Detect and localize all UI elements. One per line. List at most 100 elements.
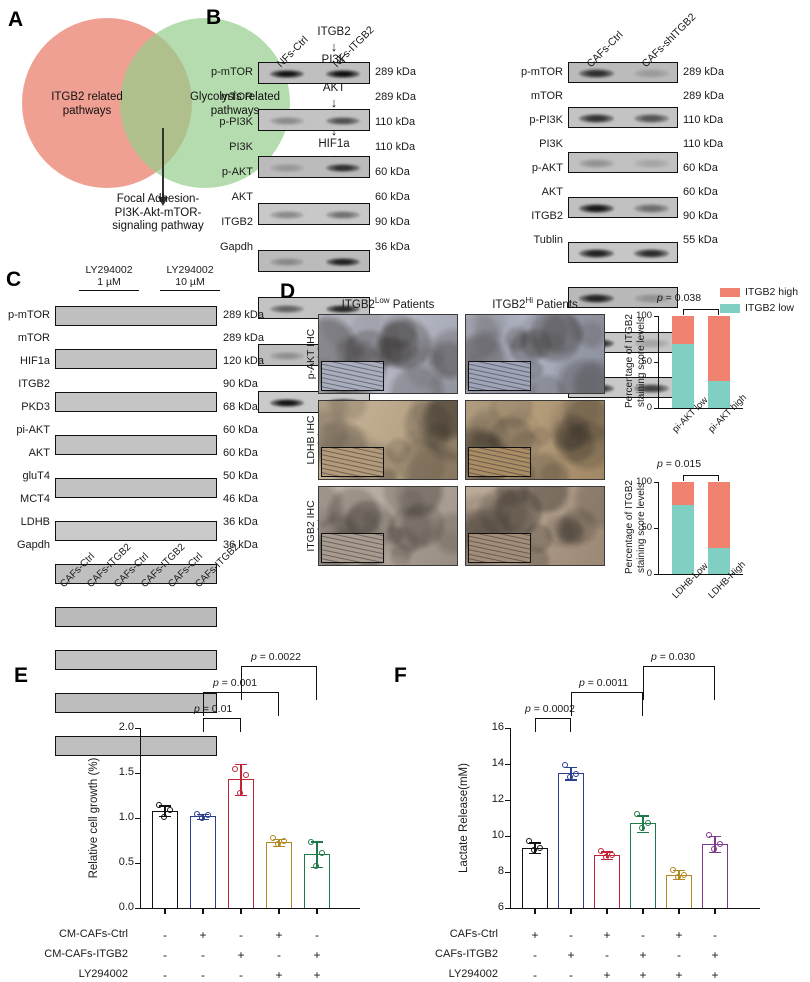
stacked-bar — [672, 316, 694, 408]
panel-c: C p-mTOR 289 kDa mTOR 289 kDa HIF1a 120 kDa IT… — [0, 258, 290, 628]
bar — [228, 779, 254, 908]
error-bar-cap-bottom — [709, 852, 721, 853]
error-bar-cap-bottom — [529, 853, 541, 854]
blot-band — [326, 117, 361, 126]
ihc-inset-magnified — [468, 533, 531, 563]
panel-f-letter: F — [394, 664, 407, 688]
condition-value: - — [600, 948, 614, 962]
blot-band — [579, 249, 613, 257]
data-point — [639, 825, 645, 831]
condition-value: - — [234, 928, 248, 942]
ihc-column-title: ITGB2Hi Patients — [465, 296, 605, 311]
data-point — [711, 846, 717, 852]
blot-protein-label: p-mTOR — [0, 310, 50, 321]
blot-band — [634, 159, 668, 167]
blot-kda-label: 90 kDa — [223, 379, 258, 390]
data-point — [270, 835, 276, 841]
data-point — [308, 839, 314, 845]
condition-value: + — [564, 948, 578, 962]
blot-band — [326, 258, 361, 267]
ihc-column-title: ITGB2Low Patients — [318, 296, 458, 311]
ihc-image — [465, 400, 605, 480]
chart-y-tick — [135, 908, 140, 909]
data-point — [199, 815, 205, 821]
bar — [558, 773, 584, 908]
condition-value: + — [672, 928, 686, 942]
stacked-bar-segment-low — [708, 381, 730, 408]
panel-a-letter: A — [8, 8, 23, 32]
blot-protein-label: p-mTOR — [201, 67, 253, 78]
blot-kda-label: 289 kDa — [375, 67, 416, 78]
stacked-bar-segment-high — [672, 316, 694, 344]
ihc-image — [465, 314, 605, 394]
ihc-image — [318, 486, 458, 566]
chart-y-tick — [654, 482, 658, 483]
ly294002-underline — [160, 290, 220, 291]
chart-y-tick — [135, 818, 140, 819]
condition-value: - — [234, 968, 248, 982]
chart-y-axis-label-line-2: staining score levels — [636, 316, 648, 408]
ly294002-dose: 10 µM — [157, 276, 223, 288]
significance-bracket — [241, 666, 317, 700]
blot-protein-label: gluT4 — [0, 471, 50, 482]
ihc-column-title-main: ITGB2 — [492, 299, 525, 311]
blot-band — [634, 204, 668, 212]
chart-x-axis — [140, 908, 360, 909]
chart-x-tick — [240, 908, 241, 914]
chart-x-tick — [678, 908, 679, 914]
chart-x-tick — [606, 908, 607, 914]
condition-value: - — [672, 948, 686, 962]
panel-d: D ITGB2Low Patients ITGB2Hi Patients p-AKT… — [280, 280, 810, 630]
chart-y-axis — [658, 316, 659, 408]
panel-e-letter: E — [14, 664, 28, 688]
chart-y-ticklabel: 10 — [466, 829, 504, 841]
blot-gel-row — [568, 62, 678, 83]
blot-band — [579, 69, 613, 77]
chart-y-axis — [510, 728, 511, 908]
blot-kda-label: 110 kDa — [375, 117, 415, 128]
blot-band — [270, 117, 305, 126]
blot-gel-row — [568, 107, 678, 128]
blot-protein-label: p-PI3K — [201, 117, 253, 128]
condition-value: - — [196, 968, 210, 982]
p-value-label: p = 0.038 — [657, 292, 701, 304]
ly294002-underline — [79, 290, 139, 291]
stacked-bar-segment-high — [708, 482, 730, 548]
blot-kda-label: 289 kDa — [223, 310, 264, 321]
data-point — [537, 845, 543, 851]
chart-y-ticklabel: 14 — [466, 757, 504, 769]
ihc-image — [318, 314, 458, 394]
condition-value: + — [600, 968, 614, 982]
blot-kda-label: 289 kDa — [223, 333, 264, 344]
ly294002-header: LY294002 10 µM — [157, 264, 223, 288]
data-point — [167, 807, 173, 813]
condition-value: - — [564, 928, 578, 942]
chart-y-ticklabel: 1.0 — [96, 811, 134, 823]
blot-gel-row — [55, 521, 217, 541]
blot-protein-label: mTOR — [201, 92, 253, 103]
venn-label-left: ITGB2 related pathways — [32, 90, 142, 118]
p-value-label: p = 0.0002 — [525, 703, 575, 715]
bar — [266, 842, 292, 908]
bar — [702, 844, 728, 908]
blot-kda-label: 68 kDa — [223, 402, 258, 413]
error-bar-cap-top — [235, 764, 247, 765]
blot-kda-label: 36 kDa — [223, 517, 258, 528]
chart-y-ticklabel: 8 — [466, 865, 504, 877]
condition-value: - — [158, 948, 172, 962]
blot-kda-label: 46 kDa — [223, 494, 258, 505]
condition-value: + — [272, 968, 286, 982]
condition-value: - — [564, 968, 578, 982]
chart-y-axis-label-line-2: staining score levels — [636, 482, 648, 574]
blot-protein-label: p-AKT — [509, 163, 563, 174]
blot-gel-row — [568, 197, 678, 218]
stacked-bar-segment-high — [708, 316, 730, 381]
blot-protein-label: pi-AKT — [0, 425, 50, 436]
ihc-column-title-sup: Low — [375, 296, 390, 305]
chart-x-tick — [316, 908, 317, 914]
blot-kda-label: 90 kDa — [683, 211, 718, 222]
blot-band — [270, 70, 305, 79]
blot-protein-label: Tublin — [509, 235, 563, 246]
blot-protein-label: p-PI3K — [509, 115, 563, 126]
data-point — [681, 872, 687, 878]
